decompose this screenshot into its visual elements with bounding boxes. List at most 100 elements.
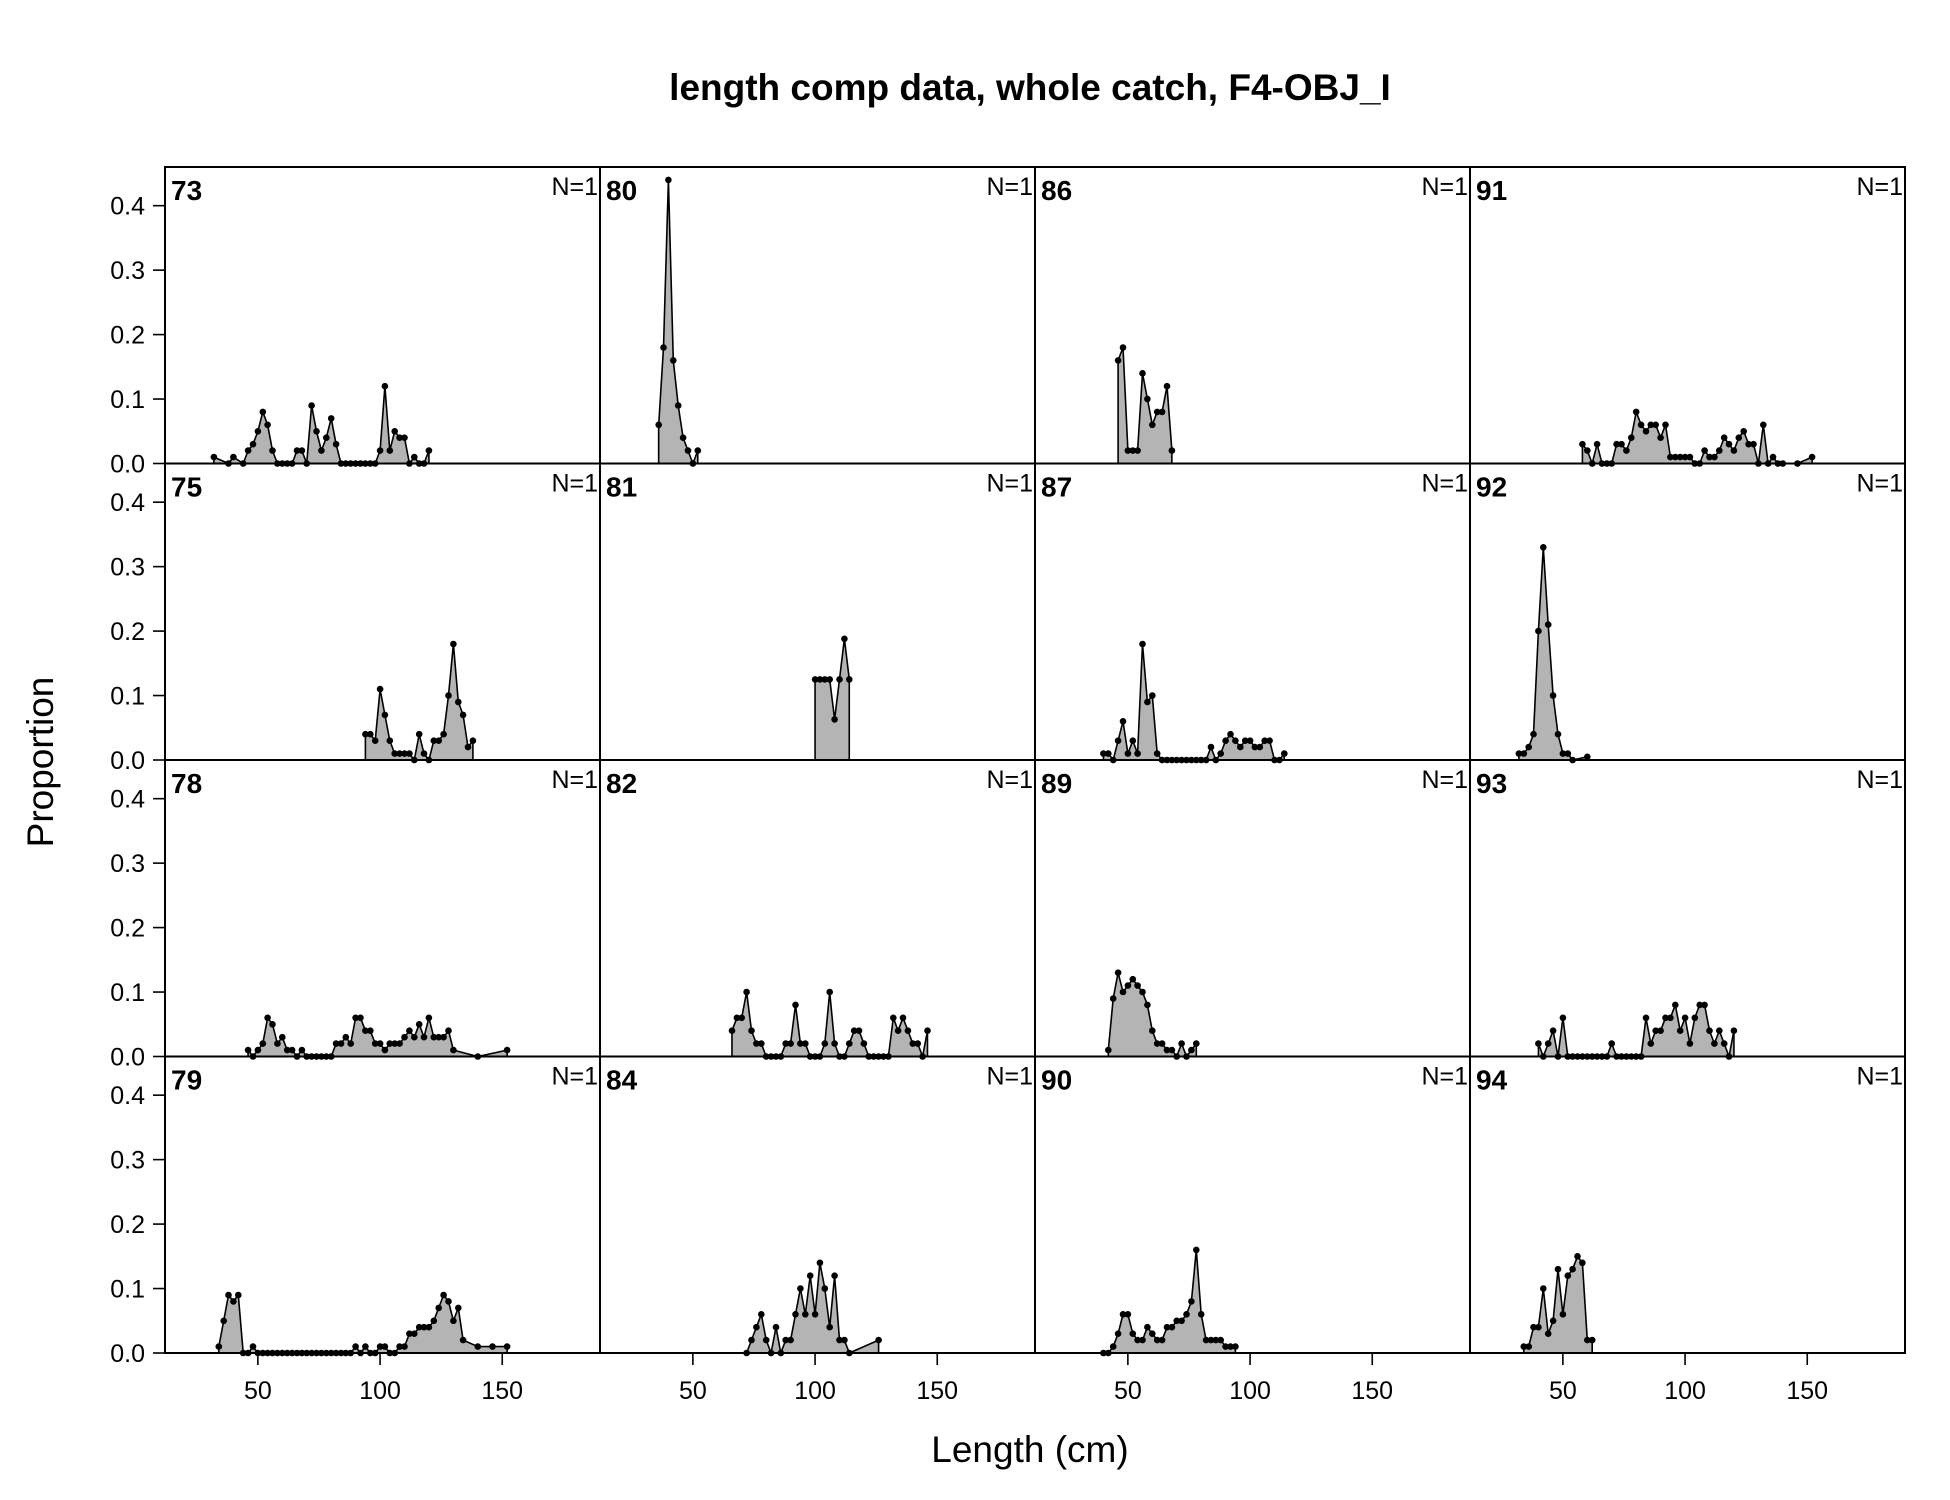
data-point [386,1040,394,1047]
data-point [1725,440,1733,448]
data-point [1652,1027,1659,1034]
panel-n-label: N=1 [1856,470,1903,498]
area-fill-73 [213,386,429,464]
data-point [420,1323,428,1331]
data-point [1158,1040,1166,1047]
data-point [831,716,838,723]
data-point [386,737,394,744]
area-fill-80 [658,179,698,464]
data-point [1642,1014,1650,1022]
data-point [396,1343,403,1350]
data-point [826,988,833,996]
panel-label: 91 [1476,175,1507,206]
data-point [772,1323,780,1331]
data-point [1129,1330,1137,1337]
panel-n-label: N=1 [1856,1063,1903,1091]
panel-label: 86 [1041,175,1072,206]
data-point [1114,969,1122,976]
data-point [1540,1285,1547,1292]
x-tick-label: 100 [1229,1377,1271,1405]
x-tick-label: 100 [359,1377,401,1405]
data-point [1129,975,1137,983]
data-point [782,1040,789,1047]
data-point [425,447,433,454]
panel-label: 87 [1041,472,1072,503]
data-point [376,447,384,454]
data-point [1251,743,1259,751]
data-point [352,1343,359,1350]
data-point [1515,750,1523,757]
data-point [1696,1001,1703,1009]
data-point [1193,1040,1200,1047]
data-point [1168,1046,1176,1054]
data-point [440,730,447,738]
panel-label: 75 [171,472,202,503]
data-point [376,1040,384,1047]
data-point [1544,1330,1552,1337]
y-tick-label: 0.4 [110,489,145,517]
data-point [327,415,335,422]
data-point [406,1027,413,1034]
data-point [1105,750,1112,757]
data-point [1114,357,1122,364]
panel-label: 93 [1476,768,1507,799]
data-point [269,447,276,454]
panel-label: 94 [1476,1065,1508,1096]
data-point [367,1027,374,1034]
data-point [435,1033,443,1041]
data-point [1657,434,1664,442]
data-point [1554,730,1562,738]
data-point [1144,698,1151,706]
data-point [753,1040,760,1047]
data-point [1149,1027,1156,1034]
data-point [1149,1330,1156,1337]
data-point [875,1336,882,1344]
data-point [841,1336,848,1344]
data-point [1153,750,1161,757]
data-point [806,1272,814,1279]
data-point [1266,737,1273,744]
data-point [841,635,848,643]
data-point [220,1317,227,1325]
data-point [1745,440,1752,448]
x-tick-label: 50 [679,1377,707,1405]
data-point [679,434,687,442]
data-point [1114,1330,1122,1337]
data-point [1114,737,1122,744]
area-fill-92 [1518,547,1588,760]
data-point [269,1021,276,1028]
data-point [235,1291,242,1299]
panel-label: 78 [171,768,202,799]
y-tick-label: 0.0 [110,747,145,775]
data-point [1207,1336,1215,1344]
data-point [1564,750,1572,757]
data-point [748,1027,755,1034]
data-point [1149,421,1156,429]
data-point [1667,1014,1674,1022]
data-point [1642,428,1650,435]
data-point [406,1330,413,1337]
data-point [1530,1323,1537,1331]
data-point [1202,1336,1210,1344]
data-point [1217,750,1224,757]
y-tick-label: 0.1 [110,386,145,414]
data-point [401,434,408,442]
data-point [1207,743,1215,751]
data-point [1134,750,1141,757]
data-point [430,1033,438,1041]
panel-label: 84 [606,1065,638,1096]
data-point [396,750,403,757]
y-tick-label: 0.0 [110,1340,145,1368]
data-point [1149,692,1156,699]
data-point [846,676,853,683]
data-point [210,453,218,461]
data-point [1716,1027,1723,1034]
data-point [1109,1343,1117,1350]
data-point [1139,640,1146,648]
data-point [738,1014,745,1022]
data-point [660,344,667,351]
data-point [1246,737,1254,744]
area-fill-84 [746,1262,879,1353]
chart-title: length comp data, whole catch, F4-OBJ_I [669,67,1391,108]
data-point [1618,440,1625,448]
